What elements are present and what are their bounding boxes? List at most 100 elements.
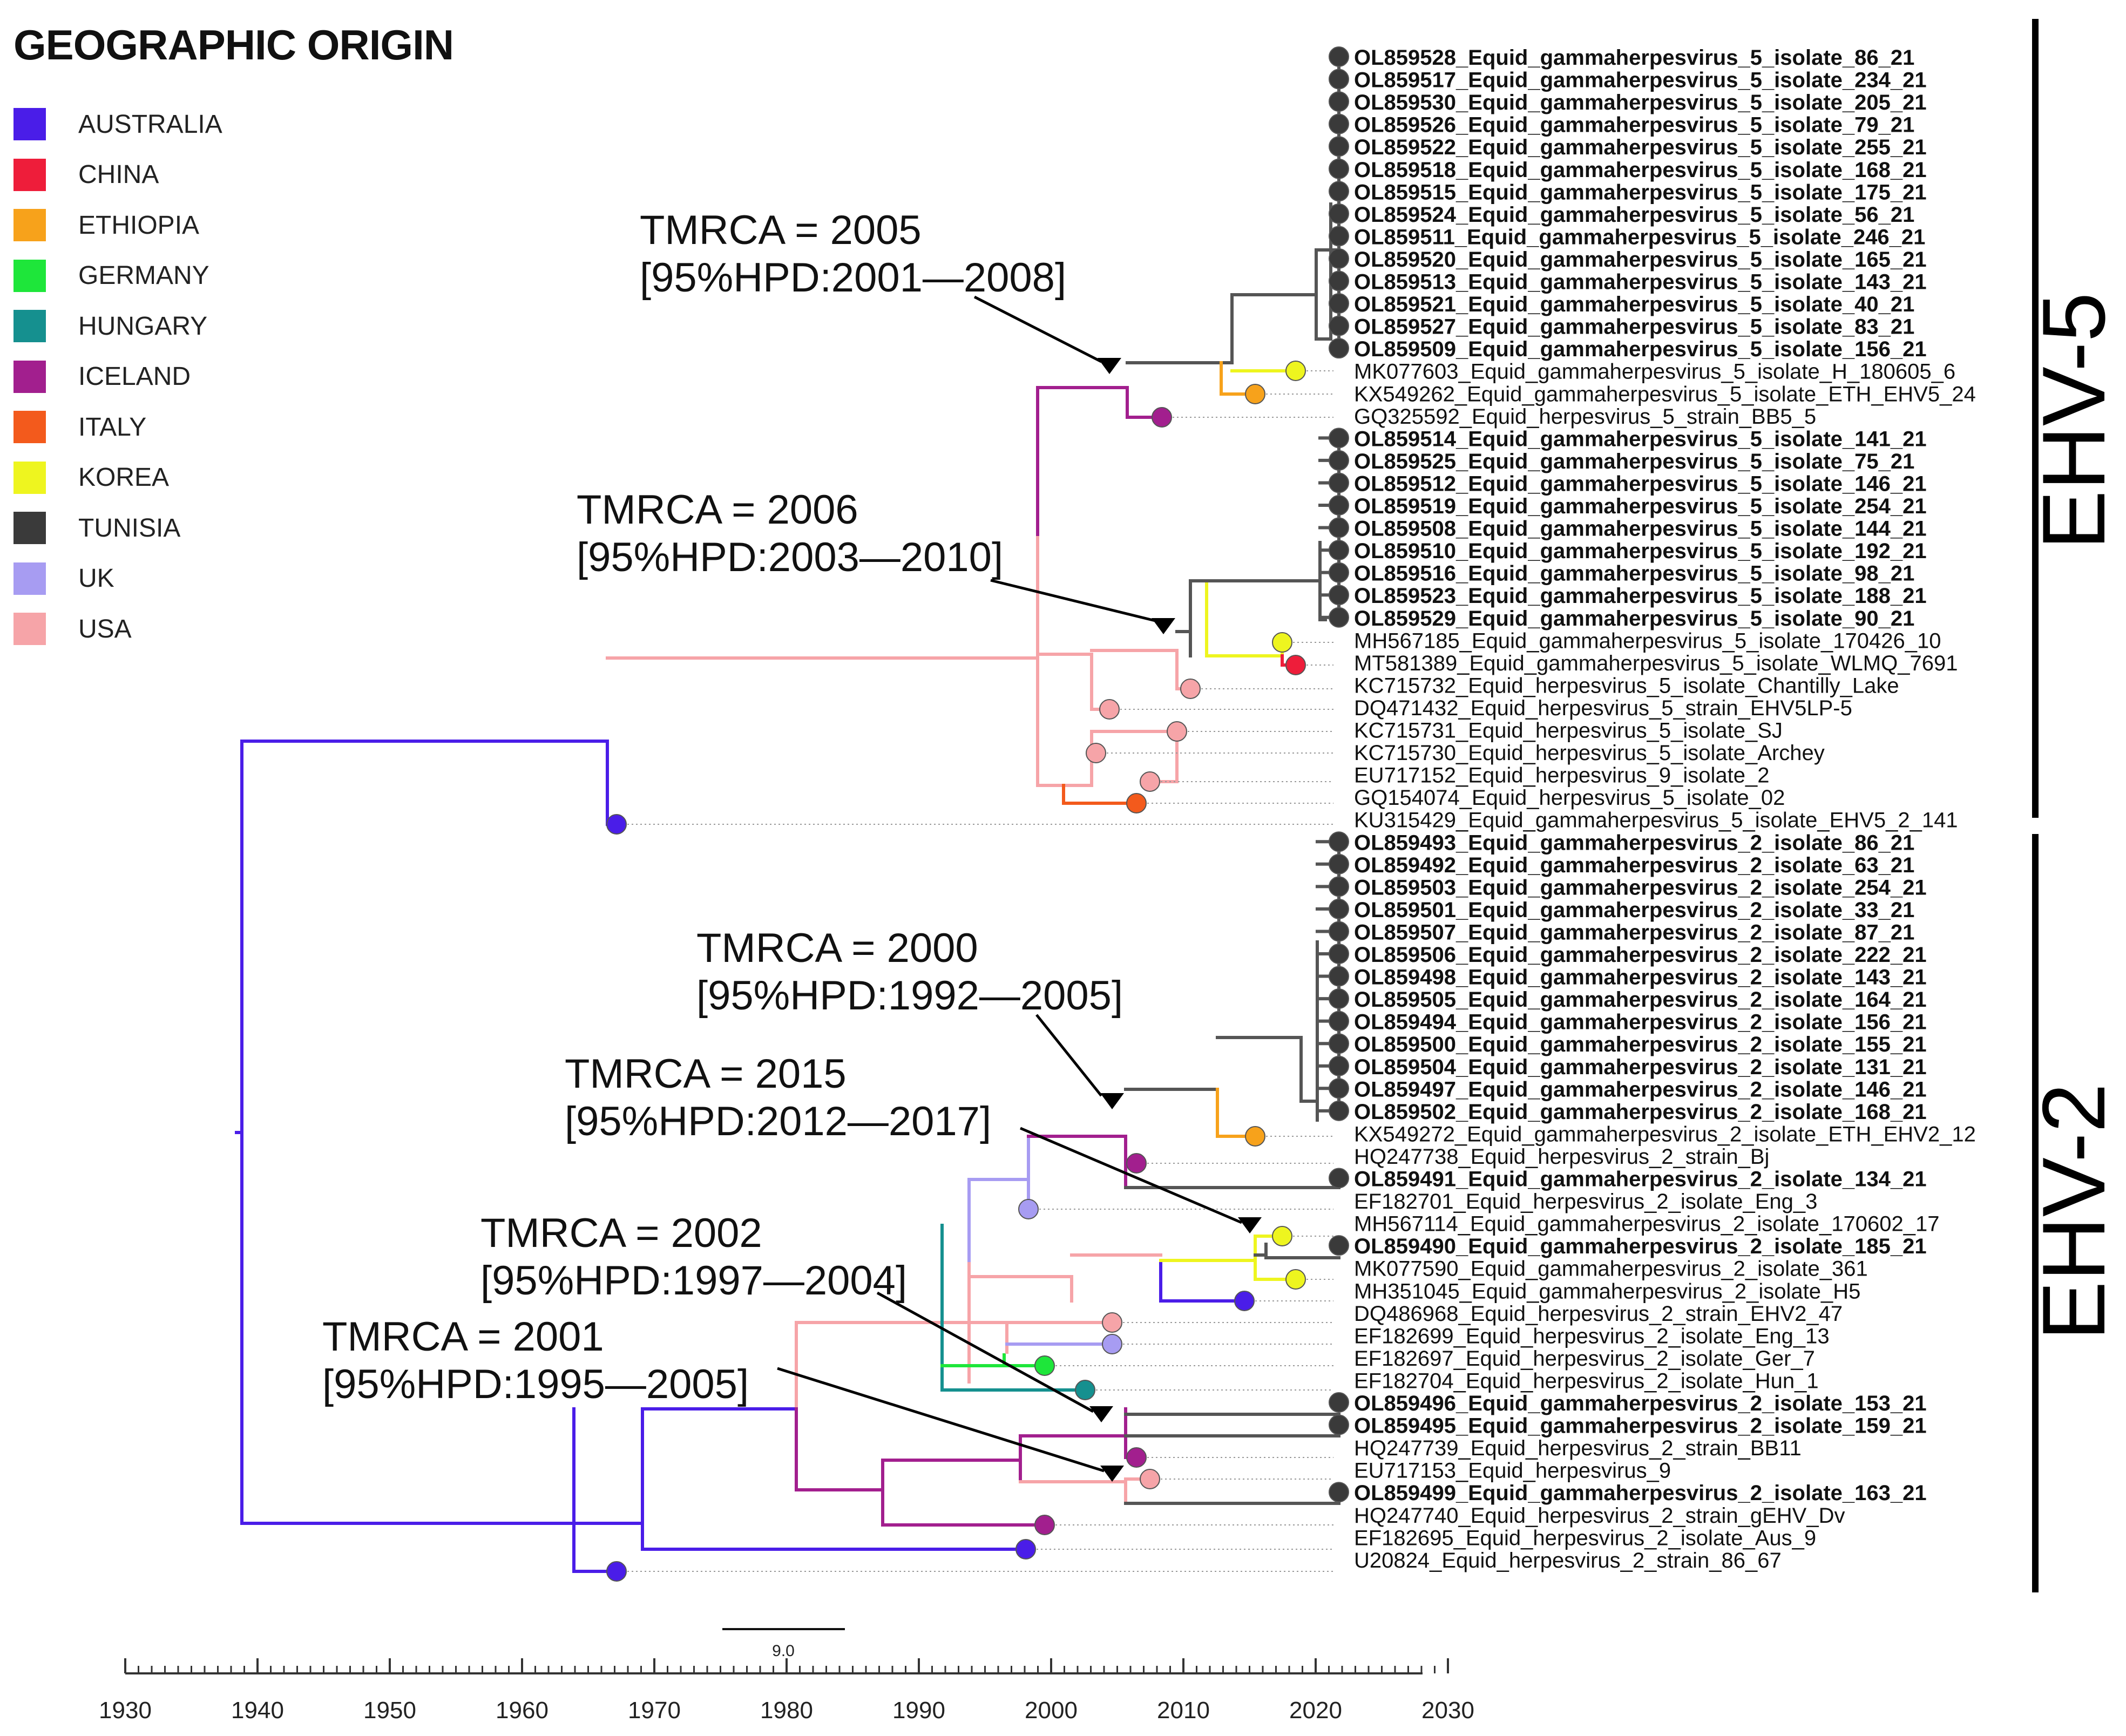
tip-node bbox=[1329, 338, 1349, 359]
legend-item-ethiopia: ETHIOPIA bbox=[13, 209, 199, 241]
taxon-label: OL859502_Equid_gammaherpesvirus_2_isolat… bbox=[1354, 1100, 1927, 1124]
tip-node bbox=[1140, 1469, 1160, 1489]
legend-swatch bbox=[13, 461, 46, 494]
taxon-label: OL859520_Equid_gammaherpesvirus_5_isolat… bbox=[1354, 248, 1927, 272]
annotation-pointer bbox=[1035, 1014, 1102, 1097]
axis-tick-label: 1950 bbox=[363, 1697, 416, 1724]
legend-item-iceland: ICELAND bbox=[13, 360, 191, 393]
tip-node bbox=[1329, 921, 1349, 942]
tmrca-annotation-6-line1: TMRCA = 2001 bbox=[322, 1314, 604, 1360]
taxon-label: EU717153_Equid_herpesvirus_9 bbox=[1354, 1459, 1671, 1483]
tip-node bbox=[1126, 1153, 1147, 1174]
tmrca-annotations: TMRCA = 2005 [95%HPD:2001—2008] TMRCA = … bbox=[322, 207, 1123, 1407]
taxon-label: HQ247740_Equid_herpesvirus_2_strain_gEHV… bbox=[1354, 1504, 1845, 1528]
legend-swatch bbox=[13, 411, 46, 443]
axis-tick-label: 2000 bbox=[1025, 1697, 1078, 1724]
taxon-label: OL859513_Equid_gammaherpesvirus_5_isolat… bbox=[1354, 270, 1927, 294]
taxon-label: KX549272_Equid_gammaherpesvirus_2_isolat… bbox=[1354, 1122, 1976, 1146]
tip-node bbox=[1086, 743, 1106, 763]
tip-node bbox=[1329, 966, 1349, 987]
taxon-label: EF182697_Equid_herpesvirus_2_isolate_Ger… bbox=[1354, 1347, 1815, 1371]
tmrca-annotation-2-line1: TMRCA = 2006 bbox=[577, 487, 858, 533]
tip-node bbox=[1152, 407, 1172, 428]
tip-node bbox=[1034, 1515, 1055, 1535]
tip-node bbox=[1329, 181, 1349, 202]
legend-item-uk: UK bbox=[13, 562, 114, 595]
taxon-label: OL859505_Equid_gammaherpesvirus_2_isolat… bbox=[1354, 988, 1927, 1012]
tip-node bbox=[1329, 853, 1349, 874]
taxon-label: OL859510_Equid_gammaherpesvirus_5_isolat… bbox=[1354, 539, 1927, 563]
tip-node bbox=[1329, 1392, 1349, 1413]
taxon-label: OL859507_Equid_gammaherpesvirus_2_isolat… bbox=[1354, 920, 1914, 944]
annotation-pointer bbox=[973, 295, 1102, 363]
taxon-label: KC715730_Equid_herpesvirus_5_isolate_Arc… bbox=[1354, 741, 1825, 765]
taxon-label: OL859514_Equid_gammaherpesvirus_5_isolat… bbox=[1354, 427, 1927, 451]
tip-node bbox=[1329, 1011, 1349, 1032]
tip-node bbox=[1102, 1312, 1122, 1333]
tip-node bbox=[1329, 1168, 1349, 1189]
taxon-label: OL859529_Equid_gammaherpesvirus_5_isolat… bbox=[1354, 607, 1914, 630]
tip-node bbox=[1329, 876, 1349, 897]
tip-node bbox=[1329, 540, 1349, 561]
tip-node bbox=[1329, 113, 1349, 134]
tip-node bbox=[1329, 1235, 1349, 1256]
taxon-label: OL859515_Equid_gammaherpesvirus_5_isolat… bbox=[1354, 180, 1927, 204]
taxon-label: DQ471432_Equid_herpesvirus_5_strain_EHV5… bbox=[1354, 696, 1852, 720]
annotation-pointer bbox=[1020, 1127, 1242, 1224]
legend-swatch bbox=[13, 613, 46, 645]
taxon-label: OL859501_Equid_gammaherpesvirus_2_isolat… bbox=[1354, 898, 1914, 922]
legend-swatch bbox=[13, 108, 46, 140]
taxon-label: GQ154074_Equid_herpesvirus_5_isolate_02 bbox=[1354, 786, 1785, 810]
tip-node bbox=[1329, 226, 1349, 247]
legend-label: HUNGARY bbox=[78, 311, 208, 341]
legend-swatch bbox=[13, 360, 46, 393]
tmrca-marker bbox=[1152, 618, 1175, 634]
tip-node bbox=[1329, 248, 1349, 269]
taxon-label: OL859500_Equid_gammaherpesvirus_2_isolat… bbox=[1354, 1033, 1927, 1056]
clade-label-ehv5: EHV-5 bbox=[2024, 293, 2123, 550]
taxon-label: KX549262_Equid_gammaherpesvirus_5_isolat… bbox=[1354, 382, 1976, 406]
tip-node bbox=[1285, 655, 1306, 675]
taxon-label: HQ247739_Equid_herpesvirus_2_strain_BB11 bbox=[1354, 1436, 1802, 1460]
taxon-label: OL859494_Equid_gammaherpesvirus_2_isolat… bbox=[1354, 1011, 1927, 1034]
tip-node bbox=[1329, 46, 1349, 67]
tip-node bbox=[1329, 1078, 1349, 1099]
taxon-label: OL859516_Equid_gammaherpesvirus_5_isolat… bbox=[1354, 562, 1914, 586]
annotation-pointer bbox=[876, 1291, 1094, 1413]
tip-node bbox=[1099, 699, 1120, 720]
taxon-label: OL859490_Equid_gammaherpesvirus_2_isolat… bbox=[1354, 1235, 1927, 1258]
tip-node bbox=[1018, 1199, 1039, 1219]
tip-node bbox=[1285, 361, 1306, 381]
axis-tick-label: 2020 bbox=[1289, 1697, 1342, 1724]
tip-node bbox=[1329, 607, 1349, 628]
legend-item-tunisia: TUNISIA bbox=[13, 512, 180, 544]
tip-node bbox=[1329, 472, 1349, 493]
tip-node bbox=[1329, 495, 1349, 516]
taxon-label: OL859503_Equid_gammaherpesvirus_2_isolat… bbox=[1354, 876, 1927, 899]
tip-node bbox=[1015, 1539, 1036, 1559]
tmrca-annotation-1-line1: TMRCA = 2005 bbox=[640, 207, 922, 253]
tip-node bbox=[606, 814, 627, 835]
tip-node bbox=[1272, 1226, 1292, 1246]
legend-label: CHINA bbox=[78, 160, 159, 189]
clade-label-ehv2: EHV-2 bbox=[2024, 1083, 2123, 1341]
legend-swatch bbox=[13, 562, 46, 595]
legend-label: ICELAND bbox=[78, 362, 191, 391]
taxon-label: EF182704_Equid_herpesvirus_2_isolate_Hun… bbox=[1354, 1369, 1819, 1393]
legend-swatch bbox=[13, 259, 46, 292]
taxon-label: KC715732_Equid_herpesvirus_5_isolate_Cha… bbox=[1354, 674, 1899, 697]
taxon-label: OL859512_Equid_gammaherpesvirus_5_isolat… bbox=[1354, 472, 1927, 496]
taxon-label: OL859530_Equid_gammaherpesvirus_5_isolat… bbox=[1354, 91, 1927, 114]
leader-lines bbox=[623, 370, 1333, 1572]
taxon-label: EF182699_Equid_herpesvirus_2_isolate_Eng… bbox=[1354, 1324, 1830, 1348]
legend-label: KOREA bbox=[78, 463, 170, 492]
tip-node bbox=[1329, 585, 1349, 606]
taxon-label: MK077603_Equid_gammaherpesvirus_5_isolat… bbox=[1354, 360, 1955, 384]
tip-node bbox=[1329, 450, 1349, 471]
taxon-label: OL859521_Equid_gammaherpesvirus_5_isolat… bbox=[1354, 293, 1914, 316]
tmrca-annotation-4-line1: TMRCA = 2015 bbox=[565, 1051, 847, 1097]
taxon-label: OL859517_Equid_gammaherpesvirus_5_isolat… bbox=[1354, 69, 1927, 92]
taxon-label: MH567185_Equid_gammaherpesvirus_5_isolat… bbox=[1354, 629, 1941, 653]
tmrca-annotation-2-line2: [95%HPD:2003—2010] bbox=[577, 534, 1003, 580]
